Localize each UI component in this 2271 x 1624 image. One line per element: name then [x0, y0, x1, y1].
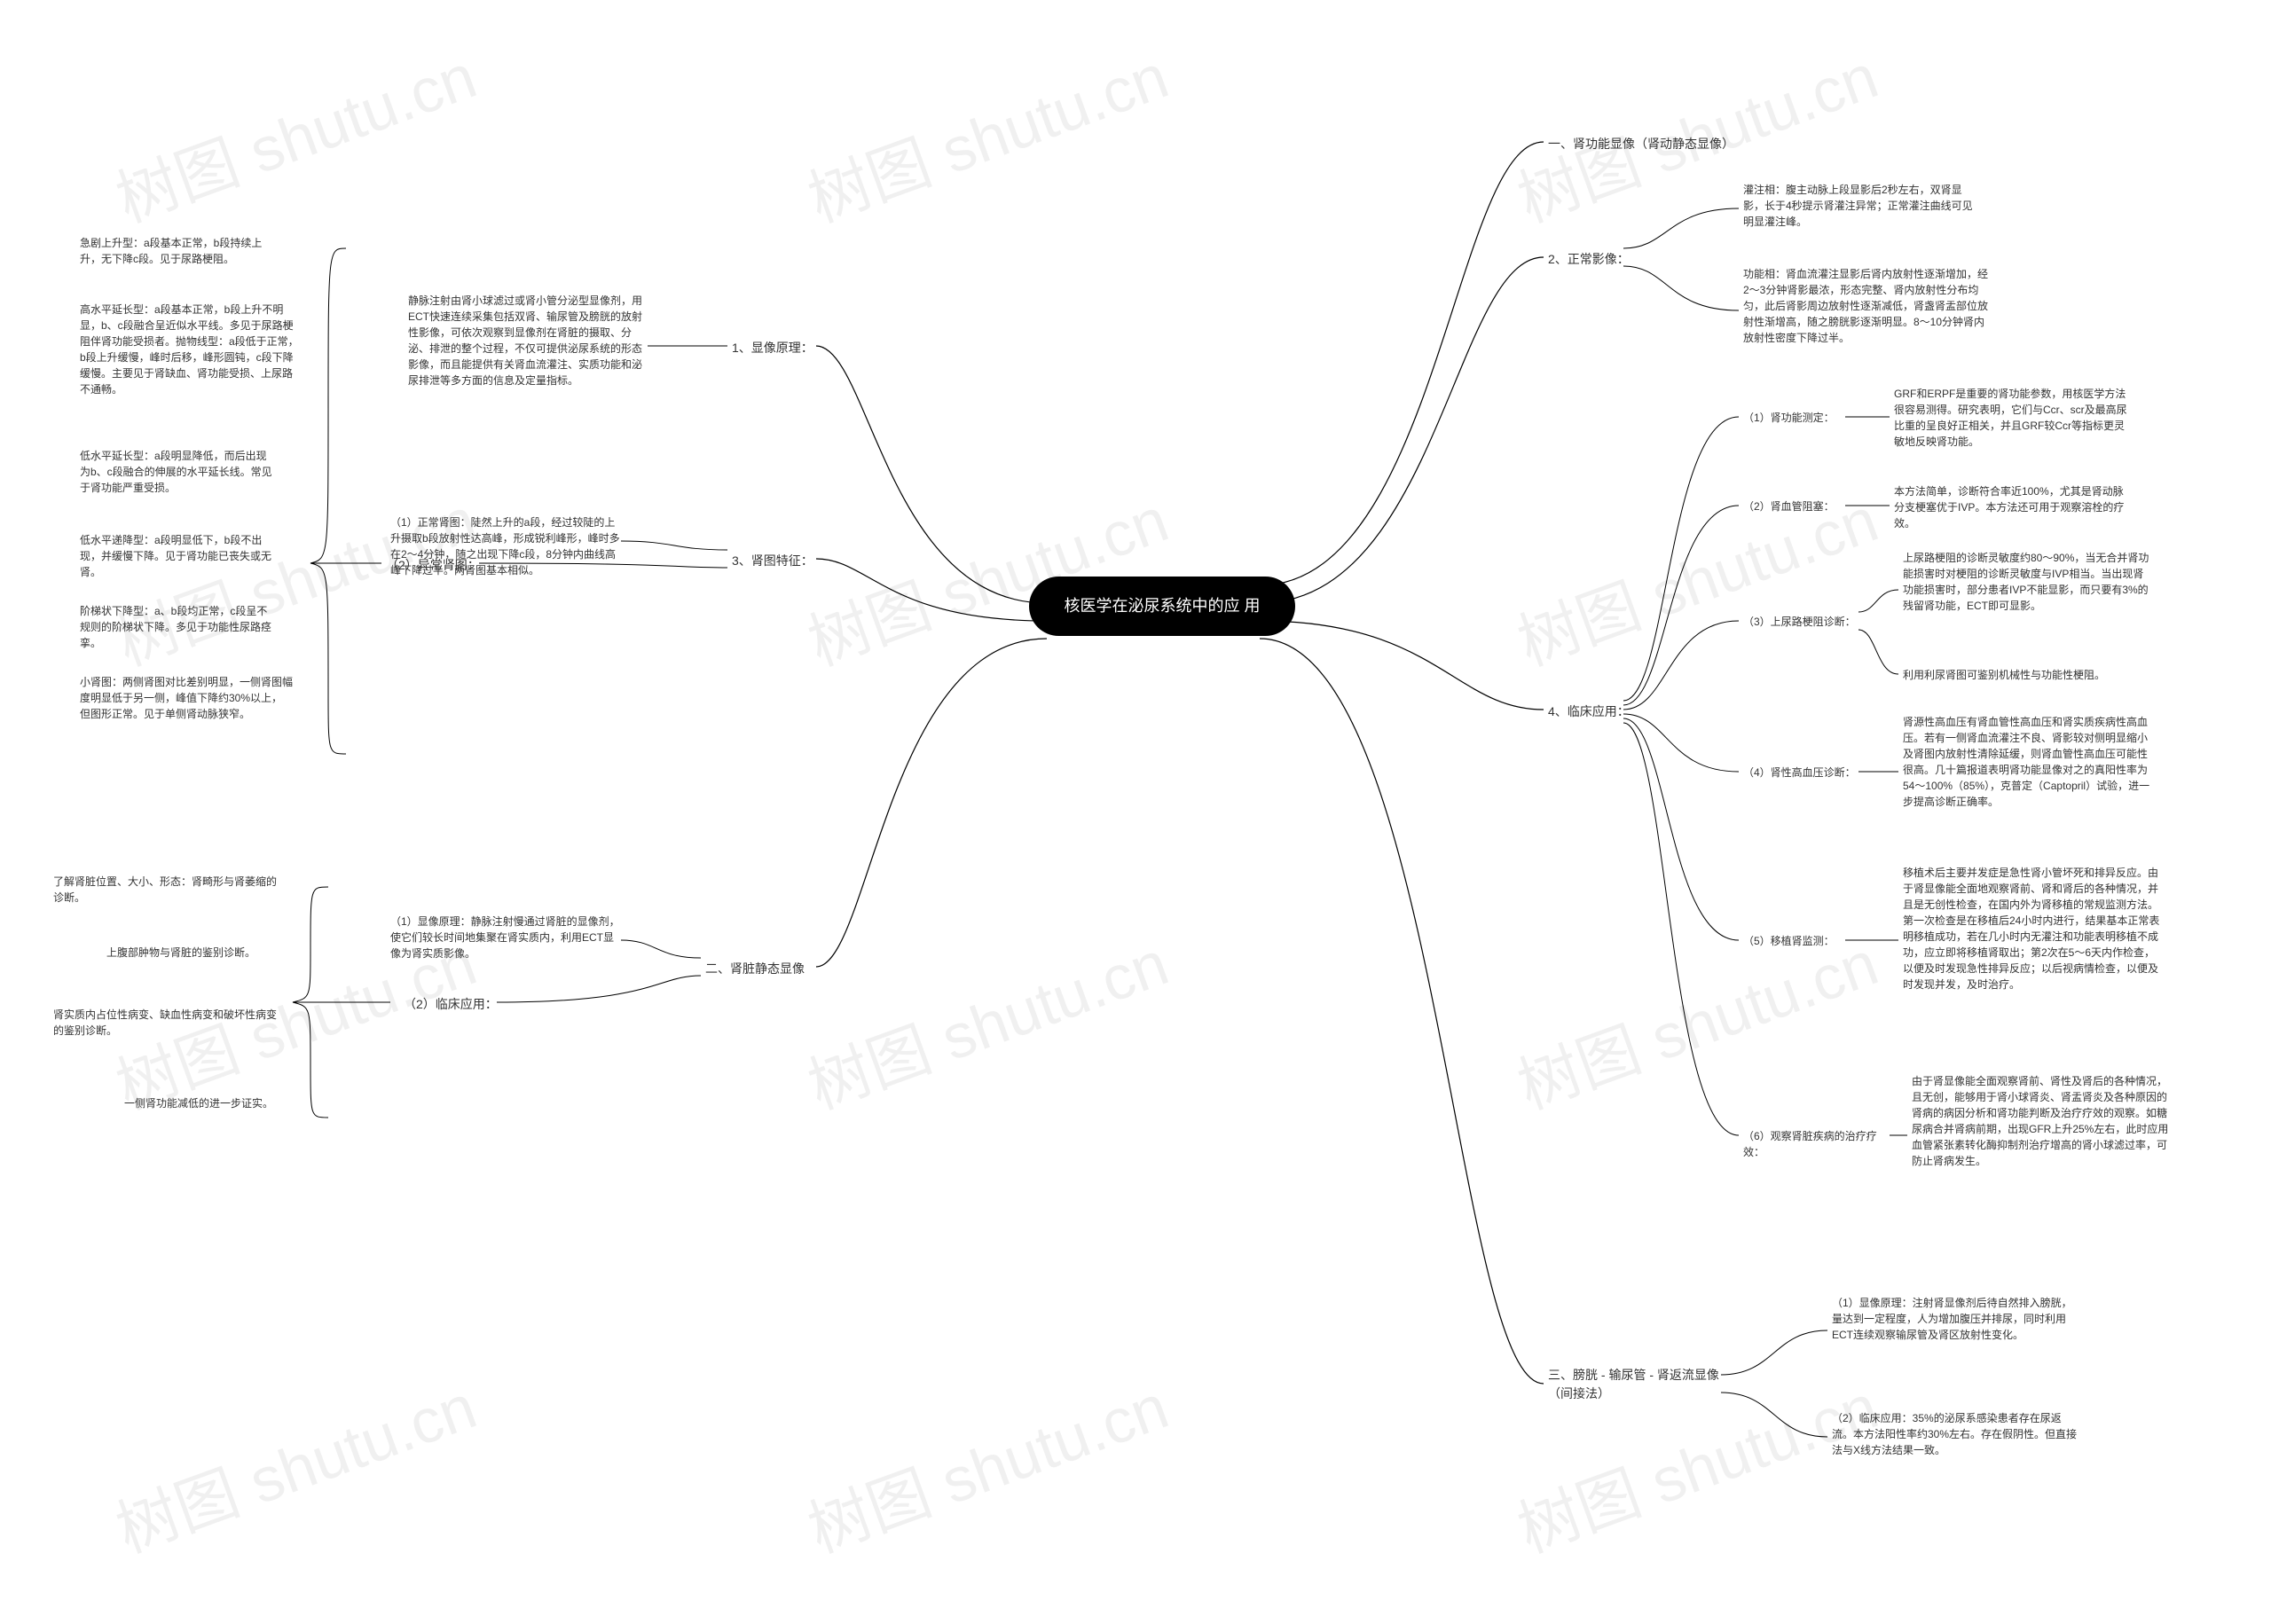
r4-b-label: （2）肾血管阻塞： [1743, 498, 1835, 514]
edge-layer [0, 0, 2271, 1624]
r4-a-detail: GRF和ERPF是重要的肾功能参数，用核医学方法很容易测得。研究表明，它们与Cc… [1894, 386, 2133, 450]
watermark: 树图 shutu.cn [103, 27, 487, 240]
r4-e-label: （5）移植肾监测： [1743, 933, 1835, 949]
left-n1-detail: 静脉注射由肾小球滤过或肾小管分泌型显像剂，用ECT快速连续采集包括双肾、输尿管及… [408, 293, 648, 388]
left-n3-label: 3、肾图特征： [732, 552, 813, 570]
r4-c-d2: 利用利尿肾图可鉴别机械性与功能性梗阻。 [1903, 667, 2105, 683]
left-n2-sub2-label: （2）临床应用： [404, 995, 498, 1014]
abnormal-b: 高水平延长型：a段基本正常，b段上升不明显，b、c段融合呈近似水平线。多见于尿路… [80, 302, 302, 397]
left-n1-label: 1、显像原理： [732, 339, 813, 357]
static-d: 一侧肾功能减低的进一步证实。 [124, 1095, 273, 1111]
left-n2-sub1: （1）显像原理：静脉注射慢通过肾脏的显像剂，使它们较长时间地集聚在肾实质内，利用… [390, 914, 621, 961]
r4-c-d1: 上尿路梗阻的诊断灵敏度约80～90%，当无合并肾功能损害时对梗阻的诊断灵敏度与I… [1903, 550, 2151, 614]
r4-e-detail: 移植术后主要并发症是急性肾小管坏死和排异反应。由于肾显像能全面地观察肾前、肾和肾… [1903, 865, 2160, 992]
r3-label: 三、膀胱 - 输尿管 - 肾返流显像（间接法） [1548, 1366, 1725, 1403]
left-n3-sub2-label: （2）异常肾图： [386, 556, 480, 575]
r3-b: （2）临床应用：35%的泌尿系感染患者存在尿返流。本方法阳性率约30%左右。存在… [1832, 1410, 2080, 1458]
r2-a: 灌注相：腹主动脉上段显影后2秒左右，双肾显影，长于4秒提示肾灌注异常；正常灌注曲… [1743, 182, 1983, 230]
abnormal-d: 低水平递降型：a段明显低下，b段不出现，并缓慢下降。见于肾功能已丧失或无肾。 [80, 532, 275, 580]
static-a: 了解肾脏位置、大小、形态：肾畸形与肾萎缩的诊断。 [53, 874, 284, 906]
left-n2-label: 二、肾脏静态显像 [705, 960, 805, 978]
r2-b: 功能相：肾血流灌注显影后肾内放射性逐渐增加，经2～3分钟肾影最浓，形态完整、肾内… [1743, 266, 1992, 346]
r4-a-label: （1）肾功能测定： [1743, 410, 1835, 426]
r4-c-label: （3）上尿路梗阻诊断： [1743, 614, 1856, 630]
watermark: 树图 shutu.cn [795, 27, 1179, 240]
r4-f-label: （6）观察肾脏疾病的治疗疗效： [1743, 1128, 1894, 1160]
r4-label: 4、临床应用： [1548, 702, 1630, 721]
center-node: 核医学在泌尿系统中的应 用 [1029, 577, 1295, 636]
abnormal-c: 低水平延长型：a段明显降低，而后出现为b、c段融合的伸展的水平延长线。常见于肾功… [80, 448, 275, 496]
r4-d-detail: 肾源性高血压有肾血管性高血压和肾实质疾病性高血压。若有一侧肾血流灌注不良、肾影较… [1903, 714, 2151, 810]
watermark: 树图 shutu.cn [795, 914, 1179, 1127]
watermark: 树图 shutu.cn [103, 1358, 487, 1571]
r1-label: 一、肾功能显像（肾动静态显像） [1548, 135, 1734, 153]
watermark: 树图 shutu.cn [795, 1358, 1179, 1571]
r3-a: （1）显像原理：注射肾显像剂后待自然排入膀胱，量达到一定程度，人为增加腹压并排尿… [1832, 1295, 2080, 1343]
abnormal-e: 阶梯状下降型：a、b段均正常，c段呈不规则的阶梯状下降。多见于功能性尿路痉挛。 [80, 603, 275, 651]
r4-b-detail: 本方法简单，诊断符合率近100%，尤其是肾动脉分支梗塞优于IVP。本方法还可用于… [1894, 483, 2133, 531]
r4-d-label: （4）肾性高血压诊断： [1743, 765, 1856, 781]
static-b: 上腹部肿物与肾脏的鉴别诊断。 [106, 945, 255, 961]
static-c: 肾实质内占位性病变、缺血性病变和破坏性病变的鉴别诊断。 [53, 1007, 284, 1039]
r4-f-detail: 由于肾显像能全面观察肾前、肾性及肾后的各种情况，且无创，能够用于肾小球肾炎、肾盂… [1912, 1073, 2169, 1169]
abnormal-f: 小肾图：两侧肾图对比差别明显，一侧肾图幅度明显低于另一侧，峰值下降约30%以上，… [80, 674, 293, 722]
abnormal-a: 急剧上升型：a段基本正常，b段持续上升，无下降c段。见于尿路梗阻。 [80, 235, 275, 267]
r2-label: 2、正常影像： [1548, 250, 1630, 269]
